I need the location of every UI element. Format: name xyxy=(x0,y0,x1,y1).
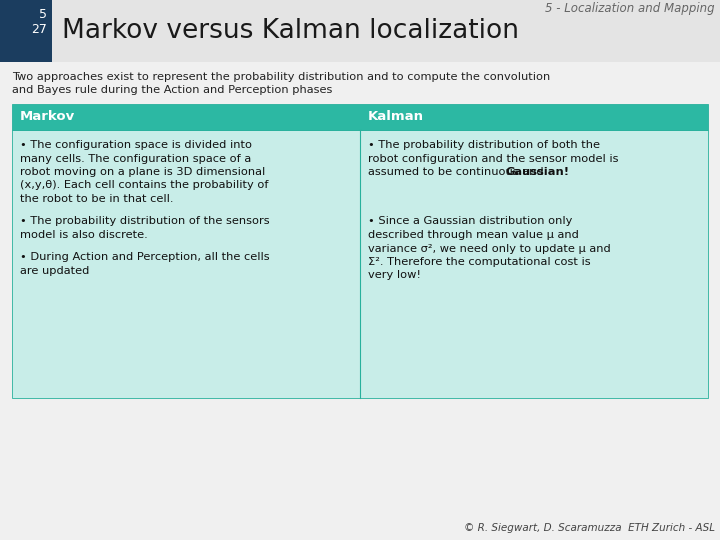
Text: 27: 27 xyxy=(31,23,47,36)
Text: • Since a Gaussian distribution only: • Since a Gaussian distribution only xyxy=(368,217,572,226)
Text: Markov: Markov xyxy=(20,111,76,124)
FancyBboxPatch shape xyxy=(0,0,52,62)
Text: Two approaches exist to represent the probability distribution and to compute th: Two approaches exist to represent the pr… xyxy=(12,72,550,82)
Text: 5: 5 xyxy=(39,8,47,21)
Text: and Bayes rule during the Action and Perception phases: and Bayes rule during the Action and Per… xyxy=(12,85,333,95)
FancyBboxPatch shape xyxy=(12,130,708,398)
Text: • During Action and Perception, all the cells: • During Action and Perception, all the … xyxy=(20,253,269,262)
Text: • The probability distribution of the sensors: • The probability distribution of the se… xyxy=(20,217,269,226)
Text: • The configuration space is divided into: • The configuration space is divided int… xyxy=(20,140,252,150)
Text: Markov versus Kalman localization: Markov versus Kalman localization xyxy=(62,18,519,44)
Text: very low!: very low! xyxy=(368,271,421,280)
Text: variance σ², we need only to update μ and: variance σ², we need only to update μ an… xyxy=(368,244,611,253)
FancyBboxPatch shape xyxy=(12,104,708,130)
Text: (x,y,θ). Each cell contains the probability of: (x,y,θ). Each cell contains the probabil… xyxy=(20,180,269,191)
Text: are updated: are updated xyxy=(20,266,89,276)
Text: assumed to be continuous and: assumed to be continuous and xyxy=(368,167,547,177)
Text: robot configuration and the sensor model is: robot configuration and the sensor model… xyxy=(368,153,618,164)
Text: Gaussian!: Gaussian! xyxy=(505,167,569,177)
Text: model is also discrete.: model is also discrete. xyxy=(20,230,148,240)
Text: Kalman: Kalman xyxy=(368,111,424,124)
Text: 5 - Localization and Mapping: 5 - Localization and Mapping xyxy=(545,2,715,15)
Text: many cells. The configuration space of a: many cells. The configuration space of a xyxy=(20,153,251,164)
Text: described through mean value μ and: described through mean value μ and xyxy=(368,230,579,240)
Text: • The probability distribution of both the: • The probability distribution of both t… xyxy=(368,140,600,150)
Text: Σ². Therefore the computational cost is: Σ². Therefore the computational cost is xyxy=(368,257,590,267)
FancyBboxPatch shape xyxy=(0,0,720,62)
Text: the robot to be in that cell.: the robot to be in that cell. xyxy=(20,194,174,204)
Text: robot moving on a plane is 3D dimensional: robot moving on a plane is 3D dimensiona… xyxy=(20,167,265,177)
Text: © R. Siegwart, D. Scaramuzza  ETH Zurich - ASL: © R. Siegwart, D. Scaramuzza ETH Zurich … xyxy=(464,523,715,533)
